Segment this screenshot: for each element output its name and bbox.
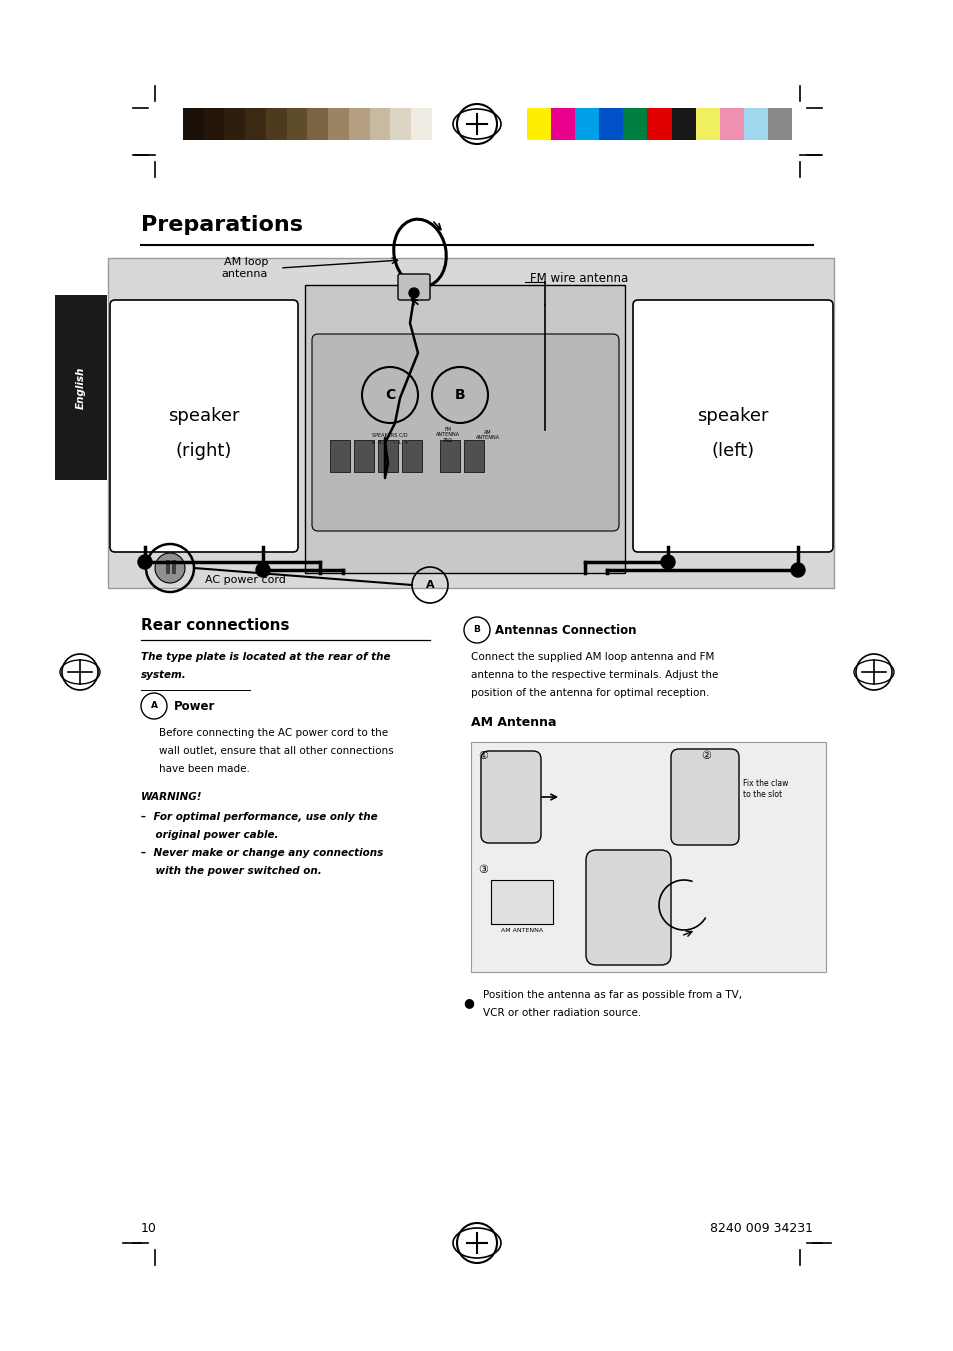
Bar bbox=[622, 108, 647, 141]
Text: with the power switched on.: with the power switched on. bbox=[141, 866, 321, 875]
Circle shape bbox=[154, 553, 185, 584]
Bar bbox=[55, 295, 107, 480]
Bar bbox=[307, 108, 328, 141]
Text: speaker: speaker bbox=[697, 407, 768, 426]
Bar bbox=[767, 108, 791, 141]
Bar bbox=[647, 108, 671, 141]
Text: –  Never make or change any connections: – Never make or change any connections bbox=[141, 848, 383, 858]
Text: wall outlet, ensure that all other connections: wall outlet, ensure that all other conne… bbox=[159, 746, 394, 757]
Text: AM loop
antenna: AM loop antenna bbox=[221, 257, 268, 278]
Text: Before connecting the AC power cord to the: Before connecting the AC power cord to t… bbox=[159, 728, 388, 738]
Bar bbox=[172, 561, 175, 574]
Text: Connect the supplied AM loop antenna and FM: Connect the supplied AM loop antenna and… bbox=[471, 653, 714, 662]
Bar bbox=[695, 108, 719, 141]
Text: ③: ③ bbox=[477, 865, 488, 875]
Text: ②: ② bbox=[700, 751, 710, 761]
Bar bbox=[166, 561, 170, 574]
Bar bbox=[266, 108, 287, 141]
FancyBboxPatch shape bbox=[312, 334, 618, 531]
Text: (left): (left) bbox=[711, 442, 754, 459]
Text: C: C bbox=[384, 388, 395, 403]
Text: English: English bbox=[76, 366, 86, 409]
Text: speaker: speaker bbox=[168, 407, 239, 426]
Text: antenna to the respective terminals. Adjust the: antenna to the respective terminals. Adj… bbox=[471, 670, 718, 680]
Text: Fix the claw
to the slot: Fix the claw to the slot bbox=[742, 780, 787, 798]
Bar bbox=[401, 440, 421, 471]
Bar bbox=[245, 108, 266, 141]
Bar bbox=[287, 108, 307, 141]
Text: ①: ① bbox=[477, 751, 488, 761]
Text: AC power cord: AC power cord bbox=[205, 576, 286, 585]
Text: position of the antenna for optimal reception.: position of the antenna for optimal rece… bbox=[471, 688, 709, 698]
Text: (right): (right) bbox=[175, 442, 232, 459]
Bar bbox=[390, 108, 411, 141]
Circle shape bbox=[138, 555, 152, 569]
FancyBboxPatch shape bbox=[585, 850, 670, 965]
Bar bbox=[598, 108, 622, 141]
Bar bbox=[526, 108, 551, 141]
Bar bbox=[439, 440, 459, 471]
Text: 10: 10 bbox=[141, 1223, 156, 1235]
Circle shape bbox=[790, 563, 804, 577]
Text: –  For optimal performance, use only the: – For optimal performance, use only the bbox=[141, 812, 377, 821]
Text: Rear connections: Rear connections bbox=[141, 617, 289, 634]
Text: AM Antenna: AM Antenna bbox=[471, 716, 556, 730]
Bar bbox=[370, 108, 390, 141]
Text: SPEAKERS C/D: SPEAKERS C/D bbox=[372, 432, 407, 438]
Bar bbox=[491, 880, 553, 924]
FancyBboxPatch shape bbox=[397, 274, 430, 300]
Bar bbox=[719, 108, 743, 141]
Text: B: B bbox=[473, 626, 480, 635]
Bar bbox=[183, 108, 204, 141]
FancyBboxPatch shape bbox=[670, 748, 739, 844]
Text: B: B bbox=[455, 388, 465, 403]
Bar bbox=[463, 440, 483, 471]
Bar bbox=[743, 108, 767, 141]
Circle shape bbox=[409, 288, 418, 299]
Text: Power: Power bbox=[173, 700, 215, 712]
Text: original power cable.: original power cable. bbox=[141, 830, 278, 840]
Circle shape bbox=[660, 555, 675, 569]
Bar bbox=[328, 108, 349, 141]
Text: VCR or other radiation source.: VCR or other radiation source. bbox=[482, 1008, 640, 1019]
Text: Preparations: Preparations bbox=[141, 215, 303, 235]
Text: system.: system. bbox=[141, 670, 187, 680]
FancyBboxPatch shape bbox=[110, 300, 297, 553]
Bar bbox=[349, 108, 370, 141]
Text: Position the antenna as far as possible from a TV,: Position the antenna as far as possible … bbox=[482, 990, 741, 1000]
Bar bbox=[204, 108, 224, 141]
Bar bbox=[575, 108, 598, 141]
Text: +  R  –    –  L  +: + R – – L + bbox=[371, 440, 408, 446]
Text: AM
ANTENNA: AM ANTENNA bbox=[476, 430, 499, 440]
Circle shape bbox=[255, 563, 270, 577]
Bar bbox=[551, 108, 575, 141]
Text: ●: ● bbox=[462, 996, 474, 1009]
Text: The type plate is located at the rear of the: The type plate is located at the rear of… bbox=[141, 653, 390, 662]
Bar bbox=[354, 440, 374, 471]
Bar bbox=[330, 440, 350, 471]
Bar bbox=[377, 440, 397, 471]
Text: Antennas Connection: Antennas Connection bbox=[495, 624, 636, 636]
Text: have been made.: have been made. bbox=[159, 765, 250, 774]
Text: FM wire antenna: FM wire antenna bbox=[530, 272, 628, 285]
Text: AM ANTENNA: AM ANTENNA bbox=[500, 928, 542, 932]
Bar bbox=[411, 108, 432, 141]
FancyBboxPatch shape bbox=[633, 300, 832, 553]
Bar bbox=[471, 742, 825, 971]
FancyBboxPatch shape bbox=[480, 751, 540, 843]
Text: 8240 009 34231: 8240 009 34231 bbox=[709, 1223, 812, 1235]
Bar bbox=[671, 108, 695, 141]
Text: A: A bbox=[425, 580, 434, 590]
Text: WARNING!: WARNING! bbox=[141, 792, 202, 802]
Bar bbox=[305, 285, 624, 573]
Text: A: A bbox=[151, 701, 157, 711]
Text: FM
ANTENNA
75Ω: FM ANTENNA 75Ω bbox=[436, 427, 459, 443]
Bar bbox=[224, 108, 245, 141]
Bar bbox=[108, 258, 833, 588]
